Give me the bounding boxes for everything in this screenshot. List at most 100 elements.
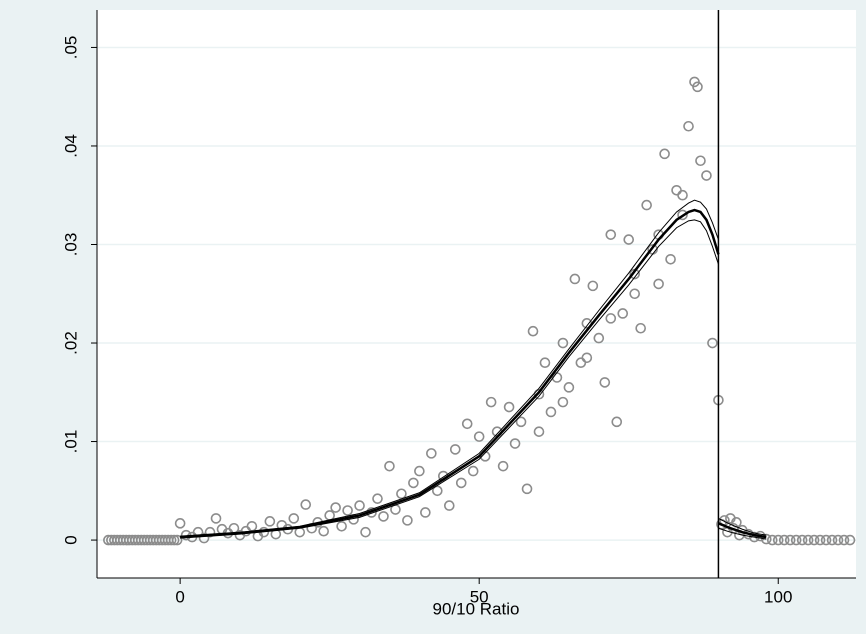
point <box>635 322 646 334</box>
point <box>695 155 706 167</box>
point <box>677 189 688 201</box>
point <box>790 534 802 546</box>
point <box>174 518 186 529</box>
point <box>521 483 533 495</box>
point <box>300 499 312 510</box>
point <box>796 534 808 546</box>
point <box>443 500 455 511</box>
point <box>641 199 652 211</box>
point <box>473 431 485 442</box>
point <box>569 273 581 285</box>
point <box>611 416 623 428</box>
point <box>485 396 497 408</box>
point <box>545 406 557 418</box>
point <box>168 534 180 546</box>
point <box>772 534 784 546</box>
point <box>623 234 635 245</box>
y-tick-label: .03 <box>61 233 80 257</box>
point <box>677 209 688 221</box>
point <box>533 388 545 400</box>
y-tick-label: .02 <box>61 331 80 355</box>
point <box>784 534 796 546</box>
point <box>171 534 183 546</box>
fit-line <box>180 219 719 539</box>
point <box>707 337 718 349</box>
point <box>701 170 712 181</box>
point <box>605 229 617 240</box>
point <box>617 308 629 319</box>
point <box>593 332 605 344</box>
point <box>665 253 676 265</box>
point <box>165 534 177 546</box>
point <box>515 416 527 428</box>
point <box>342 505 353 516</box>
fit-line <box>718 527 767 540</box>
point <box>802 534 814 546</box>
y-tick-label: 0 <box>61 535 80 544</box>
fit-line <box>180 199 719 537</box>
y-tick-label: .04 <box>61 134 80 158</box>
y-tick-label: .05 <box>61 36 80 60</box>
point <box>455 477 467 489</box>
y-tick-label: .01 <box>61 430 80 454</box>
point <box>503 401 515 413</box>
point <box>408 477 419 489</box>
point <box>826 534 838 546</box>
point <box>372 493 383 504</box>
x-tick-label: 0 <box>175 587 184 606</box>
point <box>461 418 473 430</box>
point <box>527 325 539 337</box>
point <box>778 534 790 546</box>
fit-line <box>717 522 767 539</box>
point <box>605 313 617 324</box>
point <box>336 520 347 532</box>
point <box>426 448 437 459</box>
fit-line <box>180 208 720 539</box>
x-axis-label: 90/10 Ratio <box>433 599 520 618</box>
point <box>449 444 461 455</box>
point <box>318 525 329 537</box>
point <box>354 500 365 511</box>
point <box>587 280 599 292</box>
plot-area <box>97 10 856 578</box>
point <box>581 352 593 364</box>
point <box>210 513 222 524</box>
point <box>204 526 216 538</box>
point <box>653 278 664 290</box>
point <box>467 465 479 477</box>
point <box>384 460 395 472</box>
point <box>692 81 703 93</box>
point <box>288 513 300 524</box>
point <box>629 288 640 300</box>
point <box>533 426 545 437</box>
point <box>557 337 569 349</box>
point <box>414 465 425 477</box>
x-tick-label: 100 <box>764 587 792 606</box>
point <box>420 507 431 518</box>
point <box>599 377 611 388</box>
point <box>820 534 832 546</box>
point <box>844 534 856 546</box>
point <box>557 396 569 408</box>
point <box>838 534 850 546</box>
point <box>659 148 670 160</box>
point <box>396 488 407 500</box>
point <box>539 357 551 369</box>
fit-line <box>718 517 767 536</box>
point <box>360 526 371 538</box>
point <box>766 534 778 546</box>
point <box>402 515 413 526</box>
x-tick-label: 50 <box>470 587 489 606</box>
point <box>563 382 575 393</box>
point <box>760 533 772 545</box>
point <box>808 534 820 546</box>
point <box>432 485 443 497</box>
point <box>509 438 521 449</box>
point <box>814 534 826 546</box>
point <box>497 460 509 472</box>
point <box>198 532 210 544</box>
point <box>378 511 389 522</box>
point <box>683 120 694 132</box>
point <box>264 516 276 527</box>
